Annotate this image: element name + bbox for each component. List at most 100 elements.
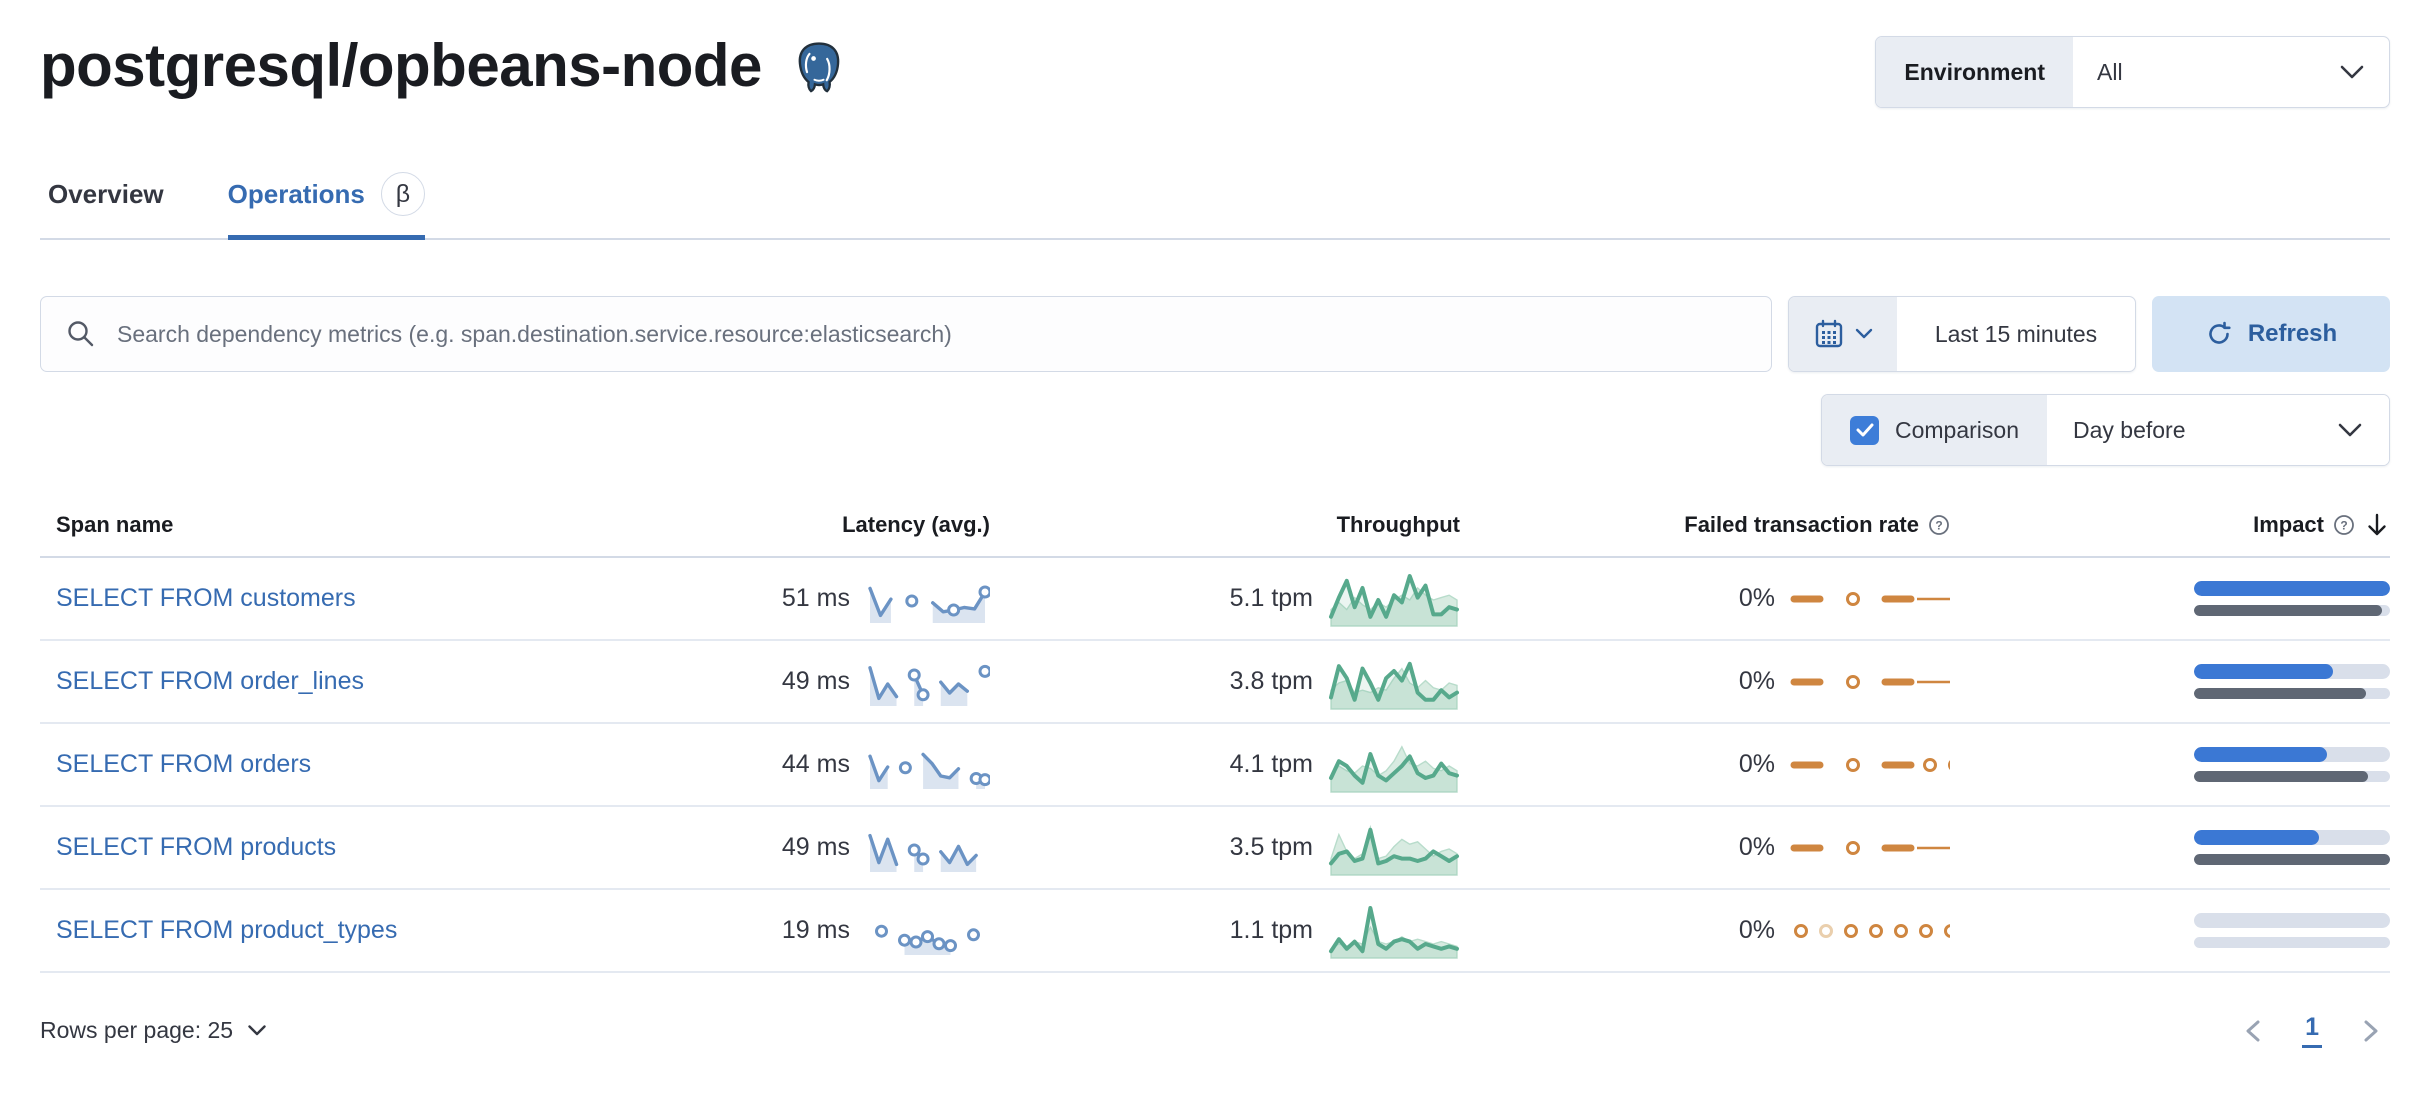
throughput-sparkline [1329, 661, 1459, 710]
throughput-value: 4.1 tpm [1229, 750, 1313, 778]
impact-bar-track-previous [2194, 937, 2390, 948]
impact-cell [1950, 664, 2390, 699]
comparison-checkbox[interactable] [1850, 415, 1879, 445]
svg-text:?: ? [1935, 519, 1942, 533]
impact-bars [2194, 747, 2390, 782]
refresh-button[interactable]: Refresh [2152, 296, 2390, 372]
failed-rate-cell: 0% [1460, 666, 1950, 698]
throughput-sparkline [1329, 905, 1459, 959]
span-link[interactable]: SELECT FROM order_lines [56, 667, 364, 695]
impact-cell [1950, 830, 2390, 865]
latency-cell: 49 ms [660, 656, 990, 708]
impact-bar-track-current [2194, 747, 2390, 762]
latency-sparkline [868, 664, 990, 706]
column-header-impact[interactable]: Impact ? [1950, 512, 2390, 538]
impact-bars [2194, 913, 2390, 948]
top-bar: postgresql/opbeans-node Environment All [40, 0, 2390, 108]
search-icon [65, 318, 97, 350]
latency-value: 49 ms [781, 833, 850, 861]
impact-bar-previous [2194, 605, 2383, 616]
time-range-button[interactable]: Last 15 minutes [1934, 320, 2098, 347]
latency-value: 44 ms [781, 750, 850, 778]
tab-operations-label: Operations [227, 178, 365, 209]
impact-cell [1950, 581, 2390, 616]
refresh-label: Refresh [2247, 320, 2338, 347]
impact-bar-track-current [2194, 913, 2390, 928]
impact-bar-track-current [2194, 664, 2390, 679]
span-name-cell: SELECT FROM orders [40, 750, 660, 779]
latency-cell: 51 ms [660, 573, 990, 625]
table-row: SELECT FROM product_types 19 ms 1.1 tpm … [40, 890, 2390, 973]
tab-operations[interactable]: Operations β [227, 172, 426, 240]
search-box [40, 296, 1772, 372]
column-header-label: Throughput [1336, 512, 1460, 537]
span-name-cell: SELECT FROM order_lines [40, 667, 660, 696]
span-name-cell: SELECT FROM customers [40, 584, 660, 613]
environment-value[interactable]: All [2073, 37, 2389, 107]
environment-select[interactable]: Environment All [1875, 36, 2390, 108]
failed-rate-cell: 0% [1460, 915, 1950, 947]
failed-rate-cell: 0% [1460, 749, 1950, 781]
throughput-sparkline [1329, 744, 1459, 793]
impact-bar-previous [2194, 688, 2367, 699]
failed-rate-sparkline [1794, 923, 1950, 938]
impact-bar-current [2194, 747, 2328, 762]
latency-cell: 49 ms [660, 822, 990, 874]
impact-bars [2194, 830, 2390, 865]
operations-table: Span name Latency (avg.) Throughput Fail… [40, 512, 2390, 973]
comparison-value-text: Day before [2073, 416, 2186, 443]
comparison-label-group: Comparison [1822, 395, 2047, 465]
failed-rate-value: 0% [1738, 916, 1775, 944]
throughput-sparkline [1329, 824, 1459, 876]
table-row: SELECT FROM products 49 ms 3.5 tpm 0% [40, 807, 2390, 890]
chevron-down-icon [247, 1024, 267, 1037]
failed-rate-sparkline [1790, 757, 1950, 772]
span-name-cell: SELECT FROM products [40, 833, 660, 862]
impact-bar-previous [2194, 854, 2390, 865]
beta-badge: β [380, 172, 425, 216]
throughput-sparkline [1329, 573, 1459, 627]
next-page-button[interactable] [2360, 1018, 2382, 1044]
impact-bar-track-current [2194, 830, 2390, 845]
impact-bar-track-previous [2194, 688, 2390, 699]
table-header-row: Span name Latency (avg.) Throughput Fail… [40, 512, 2390, 558]
title-wrap: postgresql/opbeans-node [40, 30, 848, 102]
column-header-latency[interactable]: Latency (avg.) [660, 512, 990, 538]
latency-sparkline [868, 752, 990, 789]
comparison-control: Comparison Day before [1821, 394, 2390, 466]
chevron-down-icon [2337, 422, 2363, 438]
column-header-throughput[interactable]: Throughput [990, 512, 1460, 538]
column-header-label: Impact [2253, 512, 2324, 537]
svg-text:?: ? [2340, 519, 2347, 533]
impact-bar-track-current [2194, 581, 2390, 596]
rows-per-page-button[interactable]: Rows per page: 25 [40, 1017, 267, 1044]
span-link[interactable]: SELECT FROM customers [56, 584, 356, 612]
search-input[interactable] [115, 319, 1747, 349]
failed-rate-value: 0% [1738, 584, 1775, 612]
impact-bar-track-previous [2194, 854, 2390, 865]
column-header-span-name[interactable]: Span name [40, 512, 660, 538]
impact-bar-current [2194, 581, 2390, 596]
column-header-failed-rate[interactable]: Failed transaction rate ? [1460, 512, 1950, 538]
throughput-value: 3.5 tpm [1229, 833, 1313, 861]
failed-rate-sparkline [1790, 840, 1950, 855]
impact-cell [1950, 913, 2390, 948]
chevron-down-icon [1855, 328, 1873, 340]
span-link[interactable]: SELECT FROM product_types [56, 916, 398, 944]
span-link[interactable]: SELECT FROM products [56, 833, 337, 861]
throughput-cell: 4.1 tpm [990, 736, 1460, 794]
chevron-down-icon [2339, 64, 2365, 80]
throughput-value: 1.1 tpm [1229, 916, 1313, 944]
page-number-1[interactable]: 1 [2302, 1013, 2322, 1048]
impact-bar-previous [2194, 771, 2369, 782]
dependency-detail-page: postgresql/opbeans-node Environment All [40, 0, 2390, 1048]
comparison-select[interactable]: Day before [2047, 395, 2389, 465]
span-link[interactable]: SELECT FROM orders [56, 750, 312, 778]
postgresql-icon [790, 39, 848, 97]
date-picker-calendar-button[interactable] [1789, 297, 1897, 371]
previous-page-button[interactable] [2242, 1018, 2264, 1044]
failed-rate-sparkline [1790, 591, 1950, 606]
tab-bar: Overview Operations β [40, 172, 2390, 240]
failed-rate-value: 0% [1738, 750, 1775, 778]
tab-overview[interactable]: Overview [48, 172, 164, 238]
